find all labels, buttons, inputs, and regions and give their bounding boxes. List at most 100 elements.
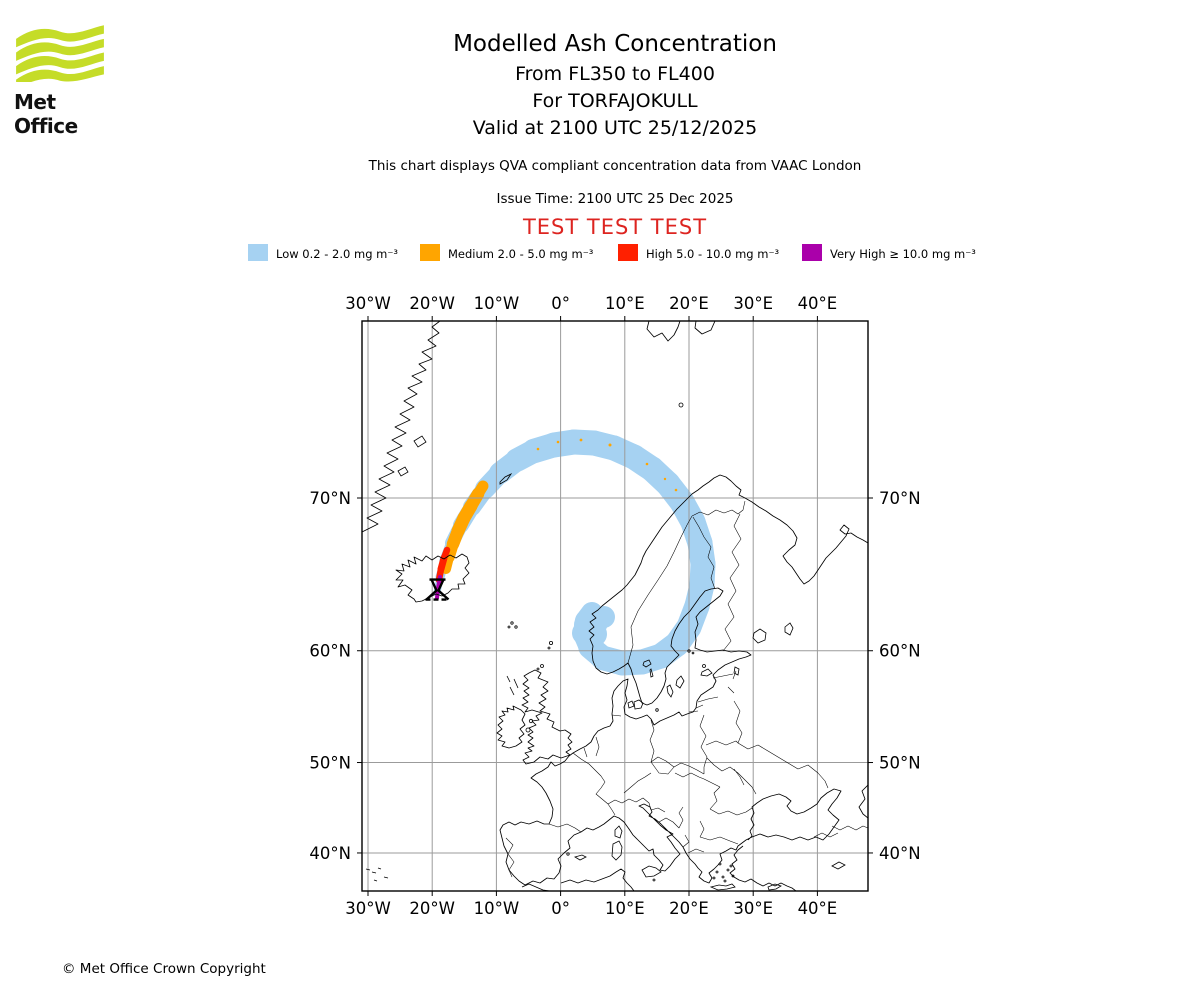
faroe-islands (507, 621, 518, 629)
sicily (641, 865, 662, 878)
north-africa-coast (521, 868, 635, 891)
border-iberia (505, 823, 582, 878)
plume-speck (645, 462, 649, 466)
lon-tick-label-top: 30°E (733, 294, 773, 313)
corsica (614, 825, 623, 839)
lake-vattern (649, 668, 654, 678)
gotland (675, 675, 685, 689)
lon-tick-label-bottom: 20°E (669, 899, 709, 918)
ireland-coast (496, 705, 526, 749)
plume-speck (556, 440, 560, 444)
legend-swatch-very-high (802, 244, 822, 261)
lat-tick-label-right: 60°N (879, 642, 921, 661)
legend-label-very-high: Very High ≥ 10.0 mg m⁻³ (830, 247, 976, 261)
aegean-islands (712, 862, 735, 883)
legend-swatch-high (618, 244, 638, 261)
greenland-islets (397, 435, 427, 477)
anglesey (525, 727, 531, 733)
plume-speck (674, 488, 678, 492)
lake-peipus (733, 666, 740, 676)
plume-speck (608, 443, 612, 447)
issue-time: Issue Time: 2100 UTC 25 Dec 2025 (496, 191, 734, 207)
aland-2 (691, 651, 695, 655)
lake-van (831, 861, 846, 870)
iceland-coast (395, 553, 470, 603)
country-borders-layer (505, 500, 868, 878)
graticule-layer (362, 321, 868, 891)
zealand (633, 699, 644, 710)
chart-subtitle-valid-time: Valid at 2100 UTC 25/12/2025 (472, 117, 758, 139)
svalbard-coast (646, 321, 716, 342)
legend-label-medium: Medium 2.0 - 5.0 mg m⁻³ (448, 247, 594, 261)
ash-dispersion-map: 30°W 30°W 20°W 20°W 10°W 10°W 0° 0° 10°E 10°E 20°E… (309, 294, 920, 918)
border-balkans (650, 806, 705, 854)
lat-tick-label-left: 40°N (309, 844, 351, 863)
axis-ticks (357, 316, 873, 896)
caspian-coast (858, 784, 868, 819)
plume-band-medium (472, 480, 489, 500)
border-central-europe (673, 762, 705, 780)
border-germany (611, 714, 675, 794)
qva-compliance-note: This chart displays QVA compliant concen… (368, 158, 862, 174)
ash-plume-layer (433, 429, 716, 676)
bornholm (655, 708, 659, 712)
plume-speck (536, 447, 540, 451)
border-belarus-ukraine-russia (705, 700, 829, 789)
lon-tick-label-top: 20°W (409, 294, 455, 313)
mediterranean-black-sea-coast (524, 788, 842, 886)
sardinia (611, 840, 623, 861)
border-romania-bulgaria (699, 778, 753, 845)
border-baltics (697, 670, 737, 703)
met-office-wordmark: Met Office (14, 90, 78, 138)
hiiumaa (702, 664, 706, 668)
legend: Low 0.2 - 2.0 mg m⁻³ Medium 2.0 - 5.0 mg… (0, 244, 1200, 266)
lon-tick-label-bottom: 20°W (409, 899, 455, 918)
lon-tick-label-bottom: 0° (551, 899, 570, 918)
shetland-orkney (536, 640, 553, 671)
lon-tick-label-bottom: 30°W (345, 899, 391, 918)
border-poland-east (688, 704, 708, 774)
isle-of-man (528, 718, 534, 724)
great-britain-coast (521, 669, 573, 765)
malta (652, 878, 656, 882)
lon-tick-label-top: 0° (551, 294, 570, 313)
jan-mayen (499, 472, 513, 485)
volcano-marker-layer (425, 578, 450, 601)
ibiza (566, 852, 570, 856)
lon-tick-label-bottom: 10°E (605, 899, 645, 918)
plume-blob (574, 611, 602, 639)
saaremaa (700, 668, 713, 677)
lat-tick-label-right: 50°N (879, 754, 921, 773)
copyright-notice: © Met Office Crown Copyright (62, 961, 266, 977)
plume-speck (579, 438, 583, 442)
balearics (574, 854, 587, 861)
legend-label-low: Low 0.2 - 2.0 mg m⁻³ (276, 247, 399, 261)
lat-tick-label-left: 50°N (309, 754, 351, 773)
axis-labels: 30°W 30°W 20°W 20°W 10°W 10°W 0° 0° 10°E 10°E 20°E… (309, 294, 920, 918)
met-office-logo: Met Office (14, 24, 124, 138)
border-ukraine-romania-moldova (706, 757, 757, 795)
lat-tick-label-right: 40°N (879, 844, 921, 863)
border-france-benelux (572, 736, 606, 783)
lat-tick-label-right: 70°N (879, 489, 921, 508)
border-caucasus (813, 825, 868, 838)
lake-ladoga (752, 628, 767, 644)
anatolia-coast (729, 845, 797, 891)
lon-tick-label-bottom: 40°E (798, 899, 838, 918)
legend-label-high: High 5.0 - 10.0 mg m⁻³ (646, 247, 780, 261)
lon-tick-label-bottom: 10°W (474, 899, 520, 918)
lon-tick-label-top: 10°W (474, 294, 520, 313)
legend-swatch-medium (420, 244, 440, 261)
islands-lakes-layer (365, 621, 846, 891)
lon-tick-label-top: 40°E (798, 294, 838, 313)
chart-subtitle-flight-levels: From FL350 to FL400 (515, 63, 715, 85)
map-frame (361, 320, 869, 892)
border-scandinavia (627, 500, 746, 664)
chart-title: Modelled Ash Concentration (453, 31, 777, 57)
atlantic-baltic-arctic-coast (499, 474, 868, 886)
coastline-layer (362, 321, 868, 891)
met-office-flag-icon (16, 25, 104, 89)
chart-subtitle-volcano: For TORFAJOKULL (532, 90, 698, 112)
crete (709, 883, 736, 891)
